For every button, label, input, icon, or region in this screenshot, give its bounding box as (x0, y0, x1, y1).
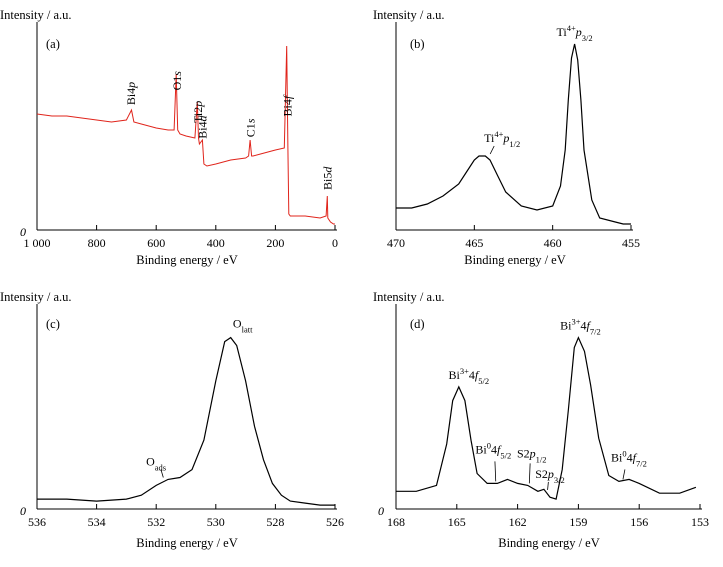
panel-d-xlabel: Binding energy / eV (498, 536, 600, 550)
panel-c: Intensity / a.u. (c) 0 536 534 532 530 528 52… (0, 290, 344, 550)
panel-a-xlabel: Binding energy / eV (136, 253, 238, 267)
x-tick-label: 526 (326, 515, 344, 529)
peak-label: Oads (146, 454, 166, 472)
peak-label: Bi3+4f7/2 (560, 317, 601, 337)
x-tick-label: 532 (147, 515, 165, 529)
panel-c-y-origin: 0 (20, 504, 26, 518)
peak-label: Bi5d (320, 166, 334, 190)
panel-c-peak-labels: Oads Olatt (146, 317, 253, 478)
peak-label: Ti4+p3/2 (557, 23, 593, 43)
x-tick-label: 153 (691, 515, 709, 529)
panel-b-peak-labels: Ti4+p1/2 Ti4+p3/2 (484, 23, 593, 155)
panel-c-xticks: 536 534 532 530 528 526 (28, 504, 344, 529)
panel-a: Intensity / a.u. (a) 0 1 000 800 600 400 200… (0, 8, 338, 267)
peak-leader-line (489, 145, 495, 155)
x-tick-label: 530 (207, 515, 225, 529)
panel-b-ylabel: Intensity / a.u. (373, 8, 445, 22)
panel-d-label: (d) (410, 317, 425, 331)
x-tick-label: 536 (28, 515, 46, 529)
peak-label: Ti2p (191, 101, 205, 123)
x-tick-label: 1 000 (24, 236, 51, 250)
panel-c-spectrum-line (37, 336, 335, 506)
panel-d: Intensity / a.u. (d) 0 168 165 162 159 156 15… (373, 290, 709, 550)
x-tick-label: 455 (622, 236, 640, 250)
peak-label: Bi04f7/2 (611, 448, 647, 468)
peak-leader-line (528, 463, 531, 484)
x-tick-label: 400 (207, 236, 225, 250)
x-tick-label: 460 (544, 236, 562, 250)
peak-label: Bi4p (124, 82, 138, 105)
x-tick-label: 470 (387, 236, 405, 250)
x-tick-label: 0 (332, 236, 338, 250)
peak-label: Bi4d (196, 114, 210, 138)
peak-label: S2p1/2 (517, 446, 547, 464)
peak-label: Ti4+p1/2 (484, 129, 520, 149)
x-tick-label: 159 (569, 515, 587, 529)
panel-a-ylabel: Intensity / a.u. (0, 8, 72, 22)
panel-a-spectrum-line (36, 45, 335, 225)
peak-leader-line (160, 469, 164, 478)
x-tick-label: 600 (147, 236, 165, 250)
panel-d-ylabel: Intensity / a.u. (373, 290, 445, 304)
peak-label: S2p3/2 (535, 467, 565, 485)
x-tick-label: 156 (630, 515, 648, 529)
x-tick-label: 534 (88, 515, 106, 529)
panel-a-label: (a) (46, 37, 60, 51)
panel-b: Intensity / a.u. (b) 470 465 460 455 Ti4+p1… (373, 8, 640, 267)
x-tick-label: 162 (509, 515, 527, 529)
panel-d-y-origin: 0 (378, 504, 384, 518)
x-tick-label: 528 (266, 515, 284, 529)
peak-label: Bi04f5/2 (475, 440, 511, 460)
panel-b-xlabel: Binding energy / eV (464, 253, 566, 267)
panel-b-spectrum-line (396, 43, 631, 225)
panel-c-xlabel: Binding energy / eV (136, 536, 238, 550)
panel-b-xticks: 470 465 460 455 (387, 225, 640, 250)
peak-leader-line (622, 469, 626, 480)
panel-c-label: (c) (46, 317, 60, 331)
x-tick-label: 800 (88, 236, 106, 250)
peak-label: O1s (170, 71, 184, 91)
panel-a-xticks: 1 000 800 600 400 200 0 (24, 225, 338, 250)
panel-c-ylabel: Intensity / a.u. (0, 290, 72, 304)
x-tick-label: 168 (387, 515, 405, 529)
peak-label: Olatt (233, 317, 253, 335)
peak-label: Bi4f (281, 94, 295, 116)
panel-d-xticks: 168 165 162 159 156 153 (387, 504, 709, 529)
panel-b-label: (b) (410, 37, 425, 51)
peak-label: Bi3+4f5/2 (449, 366, 490, 386)
x-tick-label: 165 (448, 515, 466, 529)
x-tick-label: 200 (266, 236, 284, 250)
peak-leader-line (494, 461, 497, 482)
panel-d-spectrum-line (396, 336, 697, 500)
panel-d-peak-labels: Bi3+4f5/2 Bi04f5/2 S2p1/2 S2p3/2 Bi3+4f7/2 Bi… (449, 317, 647, 490)
peak-label: C1s (243, 118, 257, 137)
x-tick-label: 465 (465, 236, 483, 250)
peak-leader-line (547, 481, 549, 490)
panel-a-y-origin: 0 (20, 225, 26, 239)
